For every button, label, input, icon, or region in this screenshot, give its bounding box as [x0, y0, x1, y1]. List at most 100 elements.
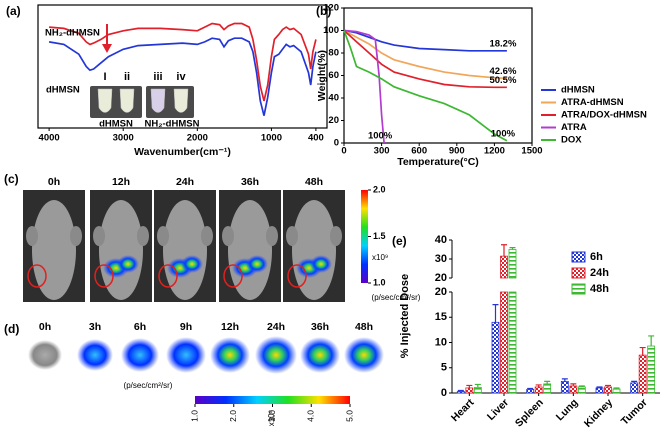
- legend-swatch: [571, 251, 586, 263]
- y-tick-label: 5: [441, 362, 447, 374]
- series-line: [343, 29, 507, 80]
- signal: [246, 255, 268, 273]
- x-tick-label: 2000: [187, 133, 208, 144]
- series-line: [343, 29, 507, 52]
- bar: [612, 388, 621, 394]
- error-bar: [596, 386, 603, 388]
- inset-caption: NH₂-dHMSN: [145, 119, 200, 130]
- colorbar-multiplier: x10⁹: [372, 253, 388, 262]
- bar: [630, 382, 639, 394]
- organ-signal: [210, 337, 250, 373]
- legend-label: dHMSN: [561, 85, 595, 96]
- error-bar: [535, 384, 542, 387]
- error-bar: [527, 387, 534, 390]
- colorbar-tick-label: 3.0: [267, 410, 277, 422]
- time-label: 0h: [48, 176, 60, 188]
- time-label: 24h: [176, 176, 194, 188]
- x-tick-label: 0: [341, 146, 346, 157]
- x-tick-label: 900: [449, 146, 465, 157]
- bar: [604, 386, 612, 394]
- mouse-limb: [70, 226, 82, 246]
- error-bar: [561, 378, 568, 382]
- error-bar: [578, 385, 585, 387]
- bar: [465, 387, 474, 394]
- x-tick-label: Kidney: [582, 396, 615, 429]
- time-label: 12h: [221, 321, 239, 333]
- bar: [526, 389, 535, 394]
- y-tick-label: 120: [323, 3, 339, 14]
- bar: [534, 386, 543, 394]
- legend-swatch: [571, 267, 586, 279]
- legend-label: ATRA/DOX-dHMSN: [561, 110, 647, 121]
- x-axis-label: Wavenumber(cm⁻¹): [134, 146, 231, 158]
- organ-signal: [255, 336, 297, 374]
- x-tick-label: 400: [308, 133, 324, 144]
- error-bar: [639, 346, 646, 356]
- y-tick-label: 20: [435, 272, 447, 284]
- y-tick-label: 0: [441, 387, 447, 399]
- time-label: 36h: [311, 321, 329, 333]
- panel-label: (c): [4, 172, 19, 186]
- y-tick-label: 40: [328, 93, 339, 104]
- y-tick-label: 0: [334, 138, 339, 149]
- time-label: 36h: [241, 176, 259, 188]
- signal: [310, 255, 332, 273]
- colorbar: [195, 396, 350, 404]
- organ-signal: [121, 338, 159, 372]
- legend-label: 6h: [590, 251, 603, 263]
- error-bar: [501, 244, 507, 257]
- time-label: 24h: [267, 321, 285, 333]
- mouse-limb: [157, 226, 169, 246]
- organ-signal: [28, 340, 62, 370]
- inset-label: ii: [124, 71, 130, 83]
- time-label: 48h: [305, 176, 323, 188]
- vial: [150, 88, 166, 113]
- y-tick-label: 20: [435, 286, 447, 298]
- legend-swatch: [571, 283, 586, 295]
- x-tick-label: 1500: [521, 146, 542, 157]
- y-tick-label: 30: [435, 253, 447, 265]
- y-tick-label: 15: [435, 311, 447, 323]
- y-tick-label: 40: [435, 234, 447, 246]
- panel-label: (d): [4, 322, 19, 336]
- tumor-outline: [94, 264, 114, 288]
- series-line: [343, 29, 385, 144]
- inset-label: iii: [153, 71, 162, 83]
- legend-label: ATRA: [561, 122, 587, 133]
- x-tick-label: Tumor: [619, 397, 650, 428]
- y-tick-label: 100: [323, 25, 339, 36]
- series-label: dHMSN: [46, 85, 80, 96]
- time-label: 0h: [39, 321, 51, 333]
- tumor-outline: [27, 264, 47, 288]
- mouse-limb: [201, 226, 213, 246]
- mouse-limb: [26, 226, 38, 246]
- mouse-limb: [93, 226, 105, 246]
- colorbar-tick-label: 2.0: [228, 410, 238, 422]
- error-bar: [509, 247, 516, 250]
- bar: [569, 385, 578, 394]
- bar: [473, 387, 482, 394]
- vial: [97, 88, 113, 113]
- colorbar: [361, 190, 368, 283]
- x-tick-label: 3000: [113, 133, 134, 144]
- end-label: 18.2%: [489, 38, 516, 49]
- inset-label: iv: [176, 71, 186, 83]
- x-tick-label: 600: [411, 146, 427, 157]
- x-tick-label: 300: [374, 146, 390, 157]
- error-bar: [570, 383, 577, 386]
- mouse-limb: [137, 226, 149, 246]
- time-label: 12h: [112, 176, 130, 188]
- colorbar-tick-label: 2.0: [373, 184, 386, 194]
- bar: [638, 354, 647, 394]
- vial: [119, 88, 135, 113]
- error-bar: [613, 387, 620, 389]
- end-label: 100%: [491, 128, 516, 139]
- panel-label: (e): [392, 234, 407, 248]
- vial: [173, 88, 189, 113]
- y-axis-label: Weight(%): [316, 50, 328, 101]
- time-label: 9h: [180, 321, 192, 333]
- inset-caption: dHMSN: [99, 119, 133, 130]
- end-label: 50.5%: [489, 75, 516, 86]
- tumor-outline: [158, 264, 178, 288]
